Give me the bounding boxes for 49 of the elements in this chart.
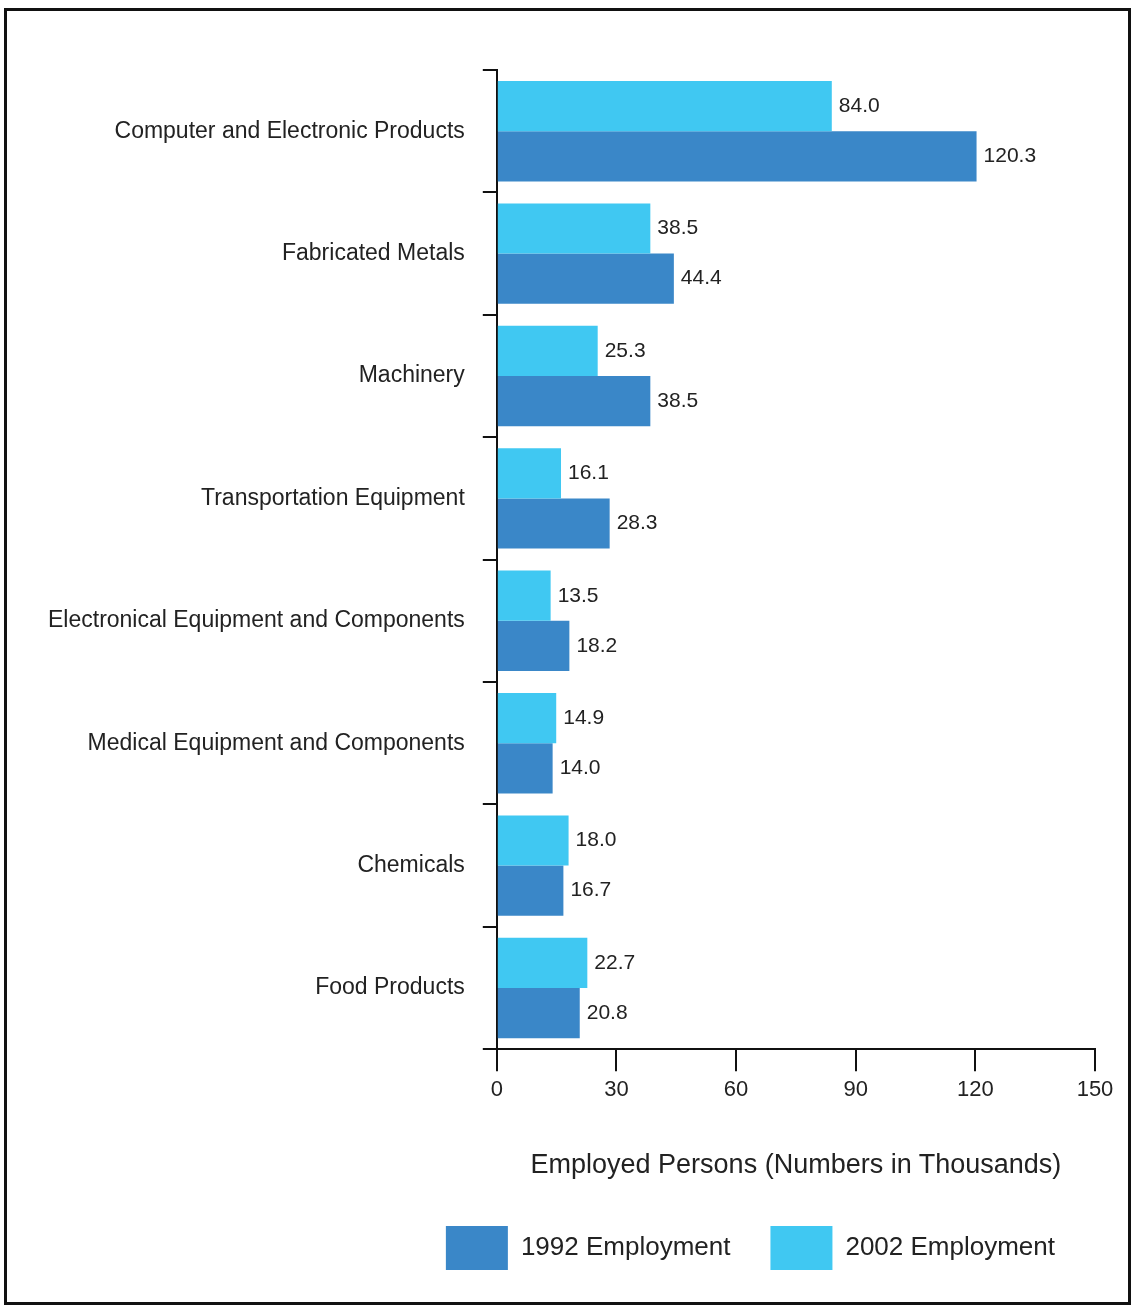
data-label: 38.5 [657, 215, 699, 239]
bar [497, 988, 580, 1039]
legend-label: 2002 Employment [845, 1231, 1056, 1262]
data-label: 22.7 [594, 949, 636, 973]
bar [497, 815, 569, 866]
data-label: 38.5 [657, 387, 699, 411]
bar [497, 743, 553, 794]
y-tick-label: Food Products [315, 973, 465, 1000]
bar [497, 203, 651, 254]
data-label: 120.3 [983, 143, 1037, 167]
x-axis-title: Employed Persons (Numbers in Thousands) [530, 1149, 1062, 1180]
data-label: 13.5 [557, 582, 599, 606]
data-label: 14.0 [559, 755, 601, 779]
x-tick-label: 150 [1076, 1076, 1114, 1102]
data-label: 16.1 [568, 460, 609, 484]
x-tick-label: 90 [843, 1076, 868, 1102]
y-tick-label: Electronical Equipment and Components [48, 606, 465, 633]
y-tick-label: Computer and Electronic Products [114, 116, 465, 143]
data-label: 20.8 [586, 999, 628, 1023]
bar [497, 937, 588, 988]
x-tick-label: 30 [604, 1076, 629, 1102]
bar [497, 570, 551, 621]
y-tick-label: Fabricated Metals [281, 238, 465, 265]
bar [497, 693, 557, 744]
data-label: 25.3 [604, 337, 646, 361]
data-label: 14.9 [563, 704, 605, 728]
bar [497, 325, 598, 376]
y-tick-label: Machinery [358, 361, 466, 388]
legend-label: 1992 Employment [520, 1231, 732, 1262]
bar [497, 620, 570, 671]
bar [497, 131, 977, 182]
y-tick-label: Medical Equipment and Components [87, 728, 465, 755]
bar [497, 253, 674, 304]
data-label: 16.7 [570, 877, 612, 901]
data-label: 44.4 [680, 265, 723, 289]
bar [497, 376, 651, 427]
y-tick-label: Transportation Equipment [201, 483, 466, 510]
x-tick-label: 120 [957, 1076, 994, 1102]
x-tick-label: 0 [490, 1076, 503, 1102]
y-tick-label: Chemicals [357, 850, 465, 877]
data-label: 18.2 [576, 632, 618, 656]
bar [497, 448, 561, 499]
data-label: 28.3 [616, 510, 658, 534]
data-label: 84.0 [838, 92, 880, 116]
data-label: 18.0 [575, 827, 617, 851]
bar [497, 81, 832, 132]
bar [497, 865, 564, 916]
x-tick-label: 60 [723, 1076, 749, 1102]
bar [497, 498, 610, 549]
